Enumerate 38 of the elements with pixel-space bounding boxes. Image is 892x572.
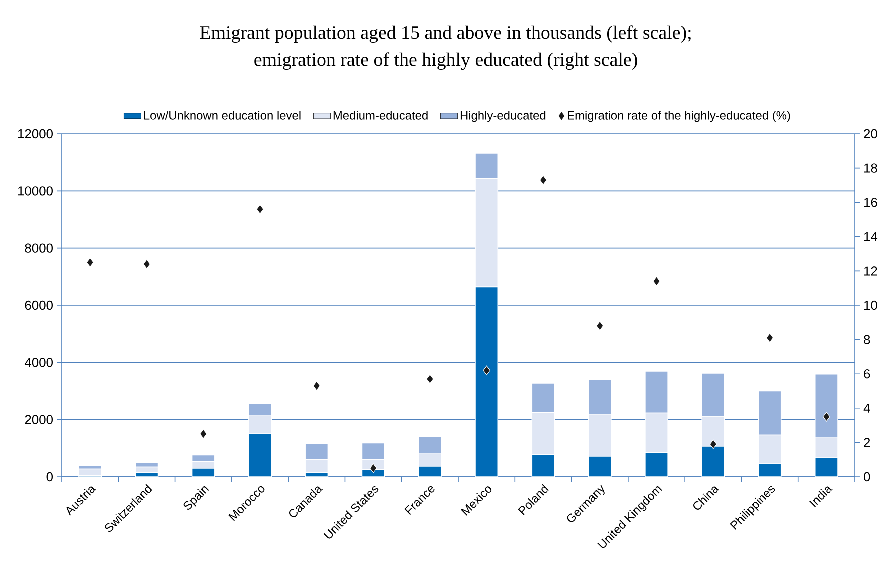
point xyxy=(256,204,264,214)
y2-tick-label: 0 xyxy=(864,472,870,482)
legend-label: Highly-educated xyxy=(460,111,546,122)
legend-label: Emigration rate of the highly-educated (%) xyxy=(568,111,790,122)
y-tick-label: 4000 xyxy=(24,358,53,368)
y2-tick-label: 16 xyxy=(864,198,878,208)
chart-title: Emigrant population aged 15 and above in thousands (left scale); xyxy=(200,26,691,44)
y2-tick-label: 10 xyxy=(864,300,878,310)
y2-tick-label: 2 xyxy=(864,438,870,448)
y-tick-label: 8000 xyxy=(25,244,53,253)
legend-label: Medium-educated xyxy=(334,111,428,120)
point xyxy=(200,429,208,439)
point xyxy=(596,321,604,331)
point xyxy=(653,276,660,286)
legend-label: Low/Unknown education level xyxy=(144,111,301,120)
y-tick-label: 12000 xyxy=(18,129,53,139)
y2-tick-label: 8 xyxy=(864,335,870,344)
point xyxy=(766,333,774,343)
y2-tick-label: 18 xyxy=(864,164,878,173)
point xyxy=(426,374,434,384)
point xyxy=(823,412,830,422)
point xyxy=(710,440,718,450)
y-tick-label: 10000 xyxy=(18,186,53,196)
point xyxy=(370,464,378,474)
chart-subtitle: emigration rate of the highly educated (right scale) xyxy=(254,52,638,70)
y2-tick-label: 12 xyxy=(864,266,878,276)
point xyxy=(143,260,151,270)
y-tick-label: 0 xyxy=(46,472,53,482)
y-tick-label: 2000 xyxy=(25,415,53,424)
point xyxy=(540,176,548,186)
point xyxy=(313,381,321,391)
y2-tick-label: 6 xyxy=(864,370,870,379)
y2-tick-label: 20 xyxy=(864,129,878,139)
y2-tick-label: 14 xyxy=(864,232,878,242)
point xyxy=(483,366,490,376)
y2-tick-label: 4 xyxy=(864,404,870,413)
y-tick-label: 6000 xyxy=(25,300,53,310)
point xyxy=(86,258,94,268)
